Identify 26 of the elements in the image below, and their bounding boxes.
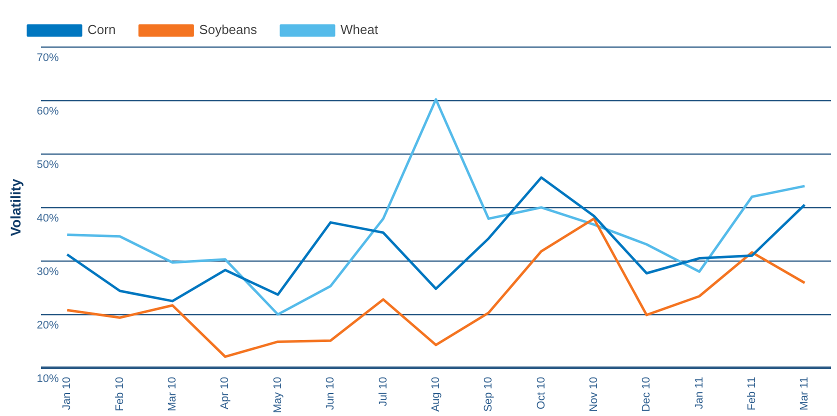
y-tick-label: 20% — [36, 319, 60, 332]
x-tick-label: Mar 11 — [798, 376, 811, 410]
legend-label: Wheat — [340, 22, 378, 38]
y-tick-label: 10% — [36, 372, 60, 385]
x-tick-label: Oct 10 — [535, 376, 548, 410]
x-tick-label: Feb 10 — [114, 376, 126, 412]
x-tick-label: Apr 10 — [219, 376, 232, 410]
legend-label: Corn — [88, 22, 116, 38]
x-tick-label: Jan 10 — [61, 376, 74, 410]
x-tick-label: Aug 10 — [430, 376, 442, 412]
legend-label: Soybeans — [199, 22, 258, 38]
x-tick-label: Jul 10 — [377, 376, 390, 406]
y-tick-label: 40% — [36, 212, 60, 224]
y-tick-label: 70% — [36, 52, 60, 64]
x-tick-label: Jun 10 — [324, 376, 337, 410]
y-tick-label: 50% — [36, 159, 60, 172]
x-tick-label: Feb 11 — [746, 376, 758, 410]
x-tick-label: Dec 10 — [640, 376, 653, 412]
y-tick-label: 60% — [36, 106, 60, 118]
y-axis-title: Volatility — [7, 178, 24, 236]
x-tick-label: Jan 11 — [693, 376, 706, 410]
x-tick-label: Sep 10 — [482, 376, 495, 412]
x-tick-label: Nov 10 — [588, 376, 600, 412]
x-tick-label: Mar 10 — [166, 376, 179, 412]
y-tick-label: 30% — [36, 266, 60, 278]
x-tick-label: May 10 — [272, 376, 284, 414]
